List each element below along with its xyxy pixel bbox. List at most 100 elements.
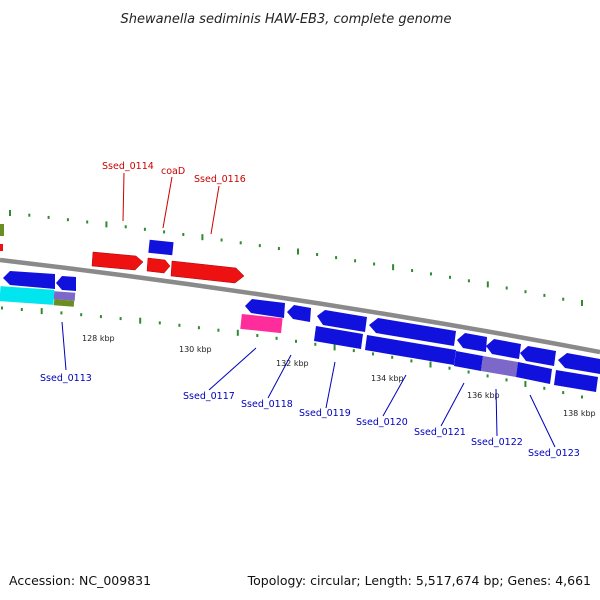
gene-small-blue-top[interactable]: [148, 239, 174, 256]
gene-cyan[interactable]: [0, 286, 55, 305]
label-ssed-0119[interactable]: Ssed_0119: [299, 408, 351, 419]
gene-ssed-0117-a[interactable]: [245, 299, 285, 318]
label-ssed-0118[interactable]: Ssed_0118: [241, 399, 293, 410]
major-tick-mark: [105, 221, 108, 228]
map-title: Shewanella sediminis HAW-EB3, complete g…: [121, 12, 452, 27]
label-ssed-0117[interactable]: Ssed_0117: [183, 391, 235, 402]
major-tick-mark: [297, 248, 299, 255]
scale-label-132: 132 kbp: [276, 359, 309, 368]
minor-tick-mark: [143, 227, 146, 231]
forward-labels: Ssed_0114 coaD Ssed_0116: [102, 161, 246, 185]
label-ssed-0121[interactable]: Ssed_0121: [414, 427, 466, 438]
minor-tick-mark: [352, 349, 355, 353]
minor-tick-mark: [505, 286, 508, 290]
lower-tick-track: [1, 306, 583, 399]
minor-tick-mark: [220, 238, 223, 242]
minor-tick-mark: [60, 311, 63, 315]
minor-tick-mark: [430, 272, 432, 276]
label-ssed-0122[interactable]: Ssed_0122: [471, 437, 523, 448]
gene-ssed-0122-c[interactable]: [516, 362, 552, 384]
minor-tick-mark: [178, 323, 181, 327]
gene-coad[interactable]: [146, 257, 171, 274]
gene-ssed-0123-c[interactable]: [554, 370, 598, 392]
forward-leaders: [122, 172, 220, 235]
gene-ssed-0123-b[interactable]: [558, 353, 600, 374]
gene-ssed-0121-b[interactable]: [454, 351, 483, 371]
major-tick-mark: [201, 234, 204, 241]
major-tick-mark: [139, 317, 142, 324]
gene-ssed-0116[interactable]: [170, 260, 245, 284]
minor-tick-mark: [411, 269, 414, 272]
minor-tick-mark: [335, 256, 338, 260]
minor-tick-mark: [448, 366, 451, 370]
major-tick-mark: [581, 300, 583, 306]
gene-magenta[interactable]: [240, 313, 283, 334]
reverse-genes-lower: [0, 286, 598, 392]
red-gene-edge: [0, 244, 3, 251]
gene-ssed-0120-a[interactable]: [369, 318, 456, 346]
gene-ssed-0113-b[interactable]: [56, 276, 76, 291]
gene-slate-small[interactable]: [53, 291, 76, 301]
label-coad[interactable]: coaD: [161, 166, 185, 177]
gene-olive-small[interactable]: [53, 299, 75, 307]
gene-ssed-0121-a[interactable]: [457, 333, 487, 352]
major-tick-mark: [9, 210, 11, 216]
reverse-genes-upper: [3, 271, 600, 374]
minor-tick-mark: [505, 378, 508, 382]
minor-tick-mark: [275, 336, 278, 340]
minor-tick-mark: [124, 225, 127, 229]
scale-labels: 128 kbp 130 kbp 132 kbp 134 kbp 136 kbp …: [82, 334, 596, 418]
gene-ssed-0114[interactable]: [91, 251, 144, 271]
minor-tick-mark: [543, 293, 546, 297]
minor-tick-mark: [47, 215, 50, 219]
minor-tick-mark: [158, 321, 161, 325]
major-tick-mark: [486, 281, 489, 288]
minor-tick-mark: [239, 241, 242, 245]
gene-ssed-0113-a[interactable]: [3, 271, 55, 289]
minor-tick-mark: [163, 230, 166, 234]
minor-tick-mark: [99, 315, 102, 319]
reverse-labels: Ssed_0113 Ssed_0117 Ssed_0118 Ssed_0119 …: [40, 373, 580, 459]
minor-tick-mark: [391, 355, 394, 359]
label-ssed-0120[interactable]: Ssed_0120: [356, 417, 408, 428]
major-tick-mark: [333, 344, 336, 351]
label-ssed-0114[interactable]: Ssed_0114: [102, 161, 154, 172]
minor-tick-mark: [217, 328, 220, 332]
minor-tick-mark: [66, 218, 69, 222]
label-ssed-0113[interactable]: Ssed_0113: [40, 373, 92, 384]
label-ssed-0123[interactable]: Ssed_0123: [528, 448, 580, 459]
forward-genes: [91, 239, 245, 284]
gene-ssed-0122-b[interactable]: [481, 356, 518, 377]
gene-ssed-0122-a[interactable]: [486, 339, 521, 359]
minor-tick-mark: [354, 259, 357, 263]
minor-tick-mark: [314, 342, 317, 346]
olive-gene-edge: [0, 224, 4, 236]
minor-tick-mark: [1, 306, 3, 310]
gene-ssed-0123-a[interactable]: [520, 346, 556, 366]
scale-label-128: 128 kbp: [82, 334, 115, 343]
accession-text: Accession: NC_009831: [9, 573, 152, 588]
minor-tick-mark: [316, 253, 319, 256]
minor-tick-mark: [28, 213, 31, 217]
minor-tick-mark: [524, 290, 527, 294]
major-tick-mark: [392, 264, 395, 271]
scale-label-138: 138 kbp: [563, 409, 596, 418]
gene-ssed-0119[interactable]: [317, 310, 367, 332]
major-tick-mark: [429, 361, 432, 368]
gene-ssed-0117-b[interactable]: [287, 305, 311, 322]
label-ssed-0116[interactable]: Ssed_0116: [194, 174, 246, 185]
gene-ssed-0119-b[interactable]: [314, 326, 363, 349]
minor-tick-mark: [467, 279, 470, 283]
minor-tick-mark: [581, 395, 583, 399]
minor-tick-mark: [20, 308, 23, 311]
minor-tick-mark: [197, 326, 200, 330]
minor-tick-mark: [295, 339, 297, 343]
minor-tick-mark: [467, 370, 470, 374]
major-tick-mark: [524, 381, 527, 387]
minor-tick-mark: [86, 220, 89, 224]
minor-tick-mark: [80, 313, 83, 317]
minor-tick-mark: [258, 244, 261, 248]
gene-ssed-0120-b[interactable]: [365, 335, 456, 365]
